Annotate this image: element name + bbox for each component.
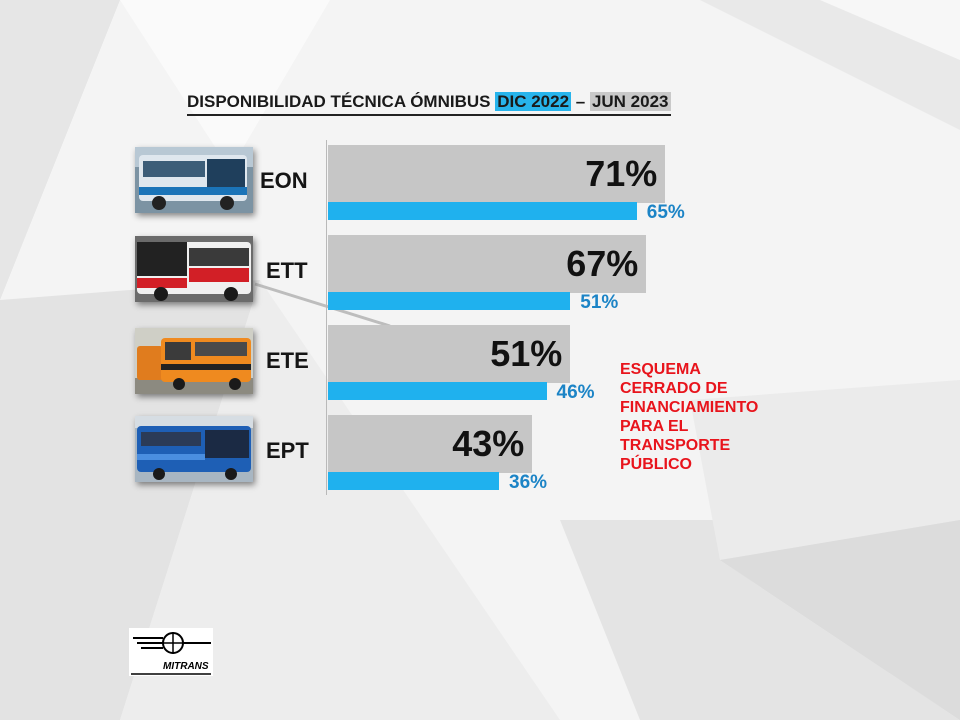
note-line: TRANSPORTE <box>620 437 731 454</box>
bar-gray-eon <box>328 145 666 203</box>
note-line: PÚBLICO <box>620 456 692 473</box>
value-label-gray-ete: 51% <box>490 333 563 374</box>
ept-bus-photo <box>135 416 253 482</box>
thumbnail-eon <box>135 147 253 213</box>
value-label-gray-eon: 71% <box>585 153 658 194</box>
note-line: CERRADO DE <box>620 380 728 397</box>
bar-gray-ett <box>328 235 647 293</box>
bar-blue-ete <box>328 382 547 400</box>
mitrans-logo: MITRANS <box>129 628 213 676</box>
note-line: PARA EL <box>620 418 689 435</box>
bar-gray-ept <box>328 415 533 473</box>
financing-note: ESQUEMA CERRADO DE FINANCIAMIENTO PARA E… <box>620 360 790 474</box>
value-label-gray-ept: 43% <box>452 423 525 464</box>
bar-gray-ete <box>328 325 571 383</box>
bar-blue-eon <box>328 202 637 220</box>
eon-bus-photo <box>135 147 253 213</box>
thumbnail-ete <box>135 328 253 394</box>
value-label-gray-ett: 67% <box>566 243 639 284</box>
ett-bus-photo <box>135 236 253 302</box>
logo-text: MITRANS <box>163 661 209 672</box>
note-line: ESQUEMA <box>620 361 701 378</box>
category-label-ett: ETT <box>266 258 308 283</box>
chart-axis-line <box>326 140 327 495</box>
value-label-blue-eon: 65% <box>646 202 685 223</box>
category-label-ept: EPT <box>266 438 309 463</box>
category-label-ete: ETE <box>266 348 309 373</box>
note-line: FINANCIAMIENTO <box>620 399 759 416</box>
mitrans-emblem-icon <box>131 632 211 675</box>
value-label-blue-ete: 46% <box>556 382 595 403</box>
value-label-blue-ept: 36% <box>509 472 548 493</box>
category-label-eon: EON <box>260 168 308 193</box>
title-part-1: DISPONIBILIDAD TÉCNICA ÓMNIBUS <box>187 92 496 111</box>
ete-bus-photo <box>135 328 253 394</box>
title-period-1: DIC 2022 <box>495 92 572 111</box>
bar-blue-ept <box>328 472 499 490</box>
bar-blue-ett <box>328 292 571 310</box>
title-period-2: JUN 2023 <box>589 92 671 111</box>
thumbnail-ett <box>135 236 253 302</box>
thumbnail-ept <box>135 416 253 482</box>
chart-title: DISPONIBILIDAD TÉCNICA ÓMNIBUS DIC 2022 … <box>187 92 671 116</box>
value-label-blue-ett: 51% <box>580 292 619 313</box>
title-separator: – <box>571 92 590 111</box>
